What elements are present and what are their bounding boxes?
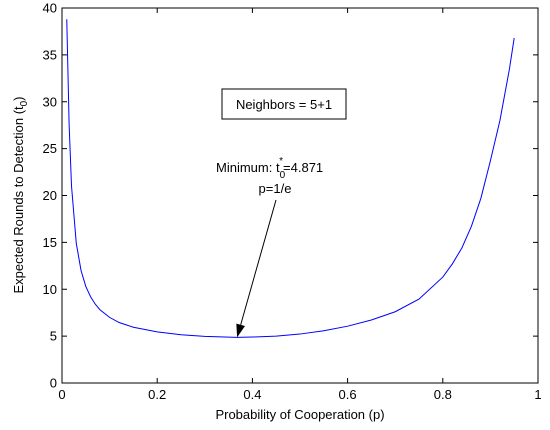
x-axis-label: Probability of Cooperation (p) [215,407,384,422]
y-axis-label-sub: 0 [19,100,30,106]
plot-area [61,7,539,384]
y-axis-label-main: Expected Rounds to Detection (t [11,106,26,294]
y-tick-label: 15 [43,235,57,250]
x-axis: 0 0.2 0.4 0.6 0.8 1 [58,8,542,402]
x-tick-label: 0.6 [339,387,357,402]
legend-box: Neighbors = 5+1 [221,88,347,120]
minimum-label-sup: * [279,156,283,167]
y-tick-label: 5 [50,329,57,344]
annotation-arrowhead [236,323,245,338]
y-tick-label: 25 [43,141,57,156]
y-tick-label: 0 [50,376,57,391]
minimum-label: Minimum: t0 *=4.871 [216,156,323,181]
legend-frame [221,88,347,120]
minimum-label-pre: Minimum: t [216,160,280,175]
y-axis: 0 5 10 15 20 25 30 35 40 [43,1,538,391]
minimum-label-post: =4.871 [283,160,323,175]
p-label: p=1/e [259,181,292,196]
x-tick-label: 0.4 [243,387,261,402]
minimum-label-sub: 0 [280,170,286,181]
y-tick-label: 10 [43,282,57,297]
series-line [66,19,515,338]
x-tick-label: 0.2 [148,387,166,402]
legend-text: Neighbors = 5+1 [236,97,332,112]
y-tick-label: 30 [43,94,57,109]
x-tick-label: 0.8 [434,387,452,402]
y-axis-label: Expected Rounds to Detection (t0) [11,96,30,293]
y-axis-label-close: ) [11,96,26,100]
y-tick-label: 20 [43,188,57,203]
minimum-annotation: Minimum: t0 *=4.871 p=1/e [216,156,323,338]
annotation-arrow [240,199,277,325]
x-tick-label: 1 [534,387,541,402]
y-tick-label: 40 [43,1,57,16]
y-tick-label: 35 [43,47,57,62]
x-tick-label: 0 [58,387,65,402]
